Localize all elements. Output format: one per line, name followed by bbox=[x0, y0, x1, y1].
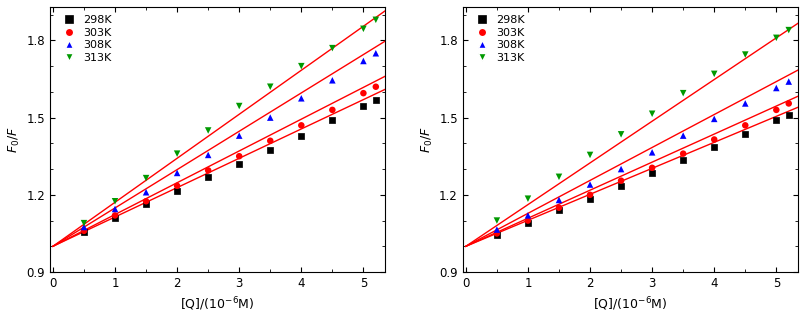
Point bbox=[782, 28, 795, 33]
Point bbox=[171, 151, 184, 156]
Point bbox=[522, 218, 535, 223]
Point bbox=[552, 205, 565, 210]
Point bbox=[233, 154, 246, 159]
Point bbox=[584, 152, 597, 157]
Y-axis label: $F_0/F$: $F_0/F$ bbox=[420, 126, 435, 153]
Point bbox=[584, 192, 597, 197]
Point bbox=[264, 147, 277, 152]
Point bbox=[295, 96, 308, 101]
Point bbox=[171, 170, 184, 175]
Point bbox=[677, 133, 690, 138]
Point bbox=[677, 91, 690, 96]
Point bbox=[708, 71, 720, 76]
Point bbox=[109, 199, 122, 204]
Point bbox=[369, 51, 382, 56]
Point bbox=[522, 196, 535, 201]
Point bbox=[139, 199, 152, 204]
Point bbox=[264, 84, 277, 89]
Point bbox=[490, 231, 503, 236]
Point bbox=[615, 132, 628, 137]
Point bbox=[326, 107, 339, 112]
Point bbox=[295, 133, 308, 138]
Point bbox=[646, 165, 658, 170]
Point bbox=[369, 17, 382, 22]
Point bbox=[295, 123, 308, 128]
Point bbox=[739, 101, 752, 106]
Point bbox=[615, 166, 628, 172]
Point bbox=[646, 170, 658, 175]
Point bbox=[522, 213, 535, 218]
Point bbox=[490, 218, 503, 223]
Point bbox=[677, 151, 690, 156]
Point bbox=[770, 118, 782, 123]
Point bbox=[584, 196, 597, 201]
Point bbox=[552, 197, 565, 203]
Point bbox=[708, 145, 720, 150]
Point bbox=[490, 232, 503, 237]
Y-axis label: $F_0/F$: $F_0/F$ bbox=[7, 126, 22, 153]
Legend: 298K, 303K, 308K, 313K: 298K, 303K, 308K, 313K bbox=[469, 12, 527, 65]
Point bbox=[552, 208, 565, 213]
Point bbox=[233, 103, 246, 108]
Point bbox=[490, 227, 503, 232]
Point bbox=[202, 174, 215, 180]
Point bbox=[109, 213, 122, 218]
Point bbox=[77, 220, 90, 226]
Point bbox=[109, 215, 122, 220]
Point bbox=[139, 201, 152, 206]
Point bbox=[782, 101, 795, 106]
Point bbox=[139, 190, 152, 195]
Legend: 298K, 303K, 308K, 313K: 298K, 303K, 308K, 313K bbox=[56, 12, 114, 65]
Point bbox=[369, 84, 382, 89]
X-axis label: [Q]/(10$^{-6}$M): [Q]/(10$^{-6}$M) bbox=[593, 295, 667, 313]
Point bbox=[264, 115, 277, 120]
Point bbox=[139, 176, 152, 181]
Point bbox=[522, 220, 535, 226]
Point bbox=[646, 111, 658, 116]
Point bbox=[369, 97, 382, 102]
Point bbox=[739, 52, 752, 57]
Point bbox=[326, 118, 339, 123]
Point bbox=[233, 161, 246, 166]
Point bbox=[357, 91, 369, 96]
Point bbox=[708, 137, 720, 142]
Point bbox=[552, 174, 565, 180]
Point bbox=[326, 45, 339, 51]
Point bbox=[770, 35, 782, 40]
Point bbox=[326, 78, 339, 83]
Point bbox=[171, 183, 184, 188]
Point bbox=[739, 132, 752, 137]
Point bbox=[357, 59, 369, 64]
Point bbox=[233, 133, 246, 138]
X-axis label: [Q]/(10$^{-6}$M): [Q]/(10$^{-6}$M) bbox=[180, 295, 254, 313]
Point bbox=[782, 79, 795, 84]
Point bbox=[295, 64, 308, 69]
Point bbox=[171, 188, 184, 194]
Point bbox=[202, 128, 215, 133]
Point bbox=[202, 152, 215, 157]
Point bbox=[357, 103, 369, 108]
Point bbox=[615, 178, 628, 183]
Point bbox=[202, 168, 215, 173]
Point bbox=[357, 26, 369, 31]
Point bbox=[770, 85, 782, 91]
Point bbox=[77, 229, 90, 235]
Point bbox=[708, 116, 720, 122]
Point bbox=[646, 150, 658, 155]
Point bbox=[584, 182, 597, 187]
Point bbox=[615, 183, 628, 188]
Point bbox=[264, 138, 277, 143]
Point bbox=[109, 206, 122, 212]
Point bbox=[677, 157, 690, 163]
Point bbox=[770, 107, 782, 112]
Point bbox=[77, 228, 90, 233]
Point bbox=[782, 113, 795, 118]
Point bbox=[739, 123, 752, 128]
Point bbox=[77, 224, 90, 229]
